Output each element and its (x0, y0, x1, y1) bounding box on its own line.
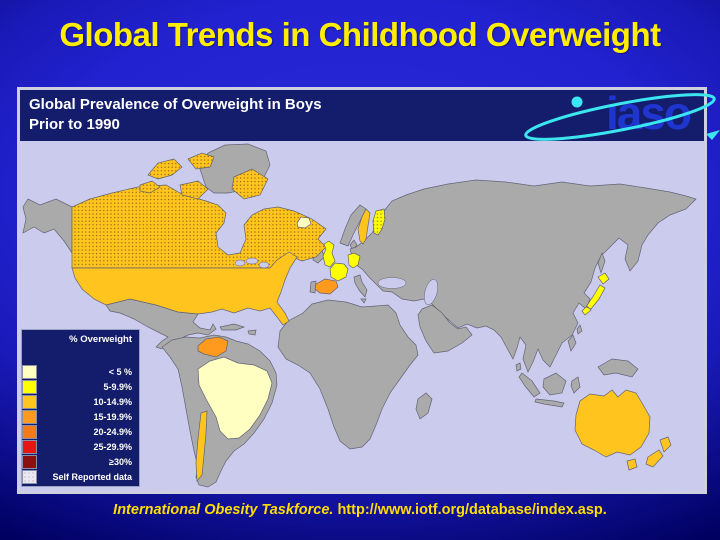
island-sri-lanka (515, 362, 522, 372)
map-header-line1: Global Prevalence of Overweight in Boys (29, 96, 322, 113)
country-mexico-central-america (105, 298, 217, 350)
arctic-islands-stipple (140, 153, 268, 199)
legend-swatch (22, 364, 37, 379)
country-portugal (309, 280, 317, 294)
island-sulawesi (570, 376, 581, 394)
legend-label: 5-9.9% (103, 381, 132, 392)
legend-label: < 5 % (108, 366, 132, 377)
country-sweden (357, 208, 371, 245)
country-brazil (197, 356, 273, 440)
island-java (534, 398, 565, 408)
legend-row: 5-9.9% (22, 379, 139, 394)
great-lakes-west (234, 259, 246, 267)
country-australia (574, 389, 651, 471)
legend-label: 20-24.9% (93, 426, 132, 437)
legend-swatch (22, 454, 37, 469)
country-iceland (296, 216, 312, 229)
region-arabia (417, 304, 473, 354)
island-new-guinea (597, 358, 639, 378)
legend-row: < 5 % (22, 364, 139, 379)
source-name: International Obesity Taskforce. (113, 502, 334, 518)
legend-swatch (22, 439, 37, 454)
island-sakhalin (597, 252, 606, 275)
country-alaska (22, 198, 73, 255)
world-map: % Overweight < 5 % 5-9.9% 10-14.9% 15-19.9%… (20, 141, 704, 491)
legend-swatch (22, 379, 37, 394)
map-header: Global Prevalence of Overweight in Boys … (20, 87, 720, 141)
finland-self-reported-stipple (373, 209, 385, 235)
country-new-zealand (645, 436, 672, 468)
country-france (329, 262, 349, 282)
continent-africa (277, 299, 419, 450)
legend-swatch (22, 424, 37, 439)
legend-row: ≥30% (22, 454, 139, 469)
map-header-text: Global Prevalence of Overweight in Boys … (29, 95, 322, 135)
legend-swatch (22, 409, 37, 424)
legend-label: Self Reported data (52, 471, 132, 482)
country-usa (71, 251, 298, 326)
orbit-swoosh-icon (524, 93, 720, 141)
island-hispaniola (247, 329, 257, 336)
canada-self-reported-stipple (72, 185, 326, 268)
world-map-svg (22, 143, 697, 488)
legend-row: 25-29.9% (22, 439, 139, 454)
legend-label: 15-19.9% (93, 411, 132, 422)
legend-label: 10-14.9% (93, 396, 132, 407)
legend-row: 10-14.9% (22, 394, 139, 409)
island-sumatra (518, 372, 541, 398)
great-lakes-east (258, 261, 270, 269)
source-url[interactable]: http://www.iotf.org/database/index.asp. (337, 502, 607, 518)
country-germany (347, 252, 361, 269)
country-italy (353, 274, 368, 304)
source-citation: International Obesity Taskforce. http://… (0, 502, 720, 518)
map-figure: Global Prevalence of Overweight in Boys … (17, 87, 720, 494)
island-cuba (219, 323, 246, 331)
legend-row: Self Reported data (22, 469, 139, 484)
legend-label: 25-29.9% (93, 441, 132, 452)
legend-row: 15-19.9% (22, 409, 139, 424)
legend-swatch (22, 394, 37, 409)
black-sea (377, 277, 407, 289)
island-philippines (567, 334, 577, 352)
caspian-sea (424, 279, 438, 305)
country-japan (581, 272, 610, 316)
map-legend: % Overweight < 5 % 5-9.9% 10-14.9% 15-19.9%… (21, 329, 140, 487)
page-title: Global Trends in Childhood Overweight (59, 16, 661, 53)
legend-row: 20-24.9% (22, 424, 139, 439)
country-uk (322, 240, 336, 268)
iaso-logo: iaso (500, 87, 720, 141)
country-venezuela (197, 336, 229, 358)
legend-swatch (22, 469, 37, 484)
legend-label: ≥30% (109, 456, 132, 467)
great-lakes-mid (245, 257, 259, 265)
legend-rows: < 5 % 5-9.9% 10-14.9% 15-19.9% 20-24.9% 25-29… (22, 364, 139, 484)
country-chile (195, 410, 208, 482)
island-borneo (542, 372, 567, 396)
island-madagascar (415, 392, 433, 420)
island-taiwan (576, 324, 583, 335)
map-header-line2: Prior to 1990 (29, 116, 120, 133)
legend-title: % Overweight (69, 334, 132, 345)
country-spain (314, 278, 339, 295)
